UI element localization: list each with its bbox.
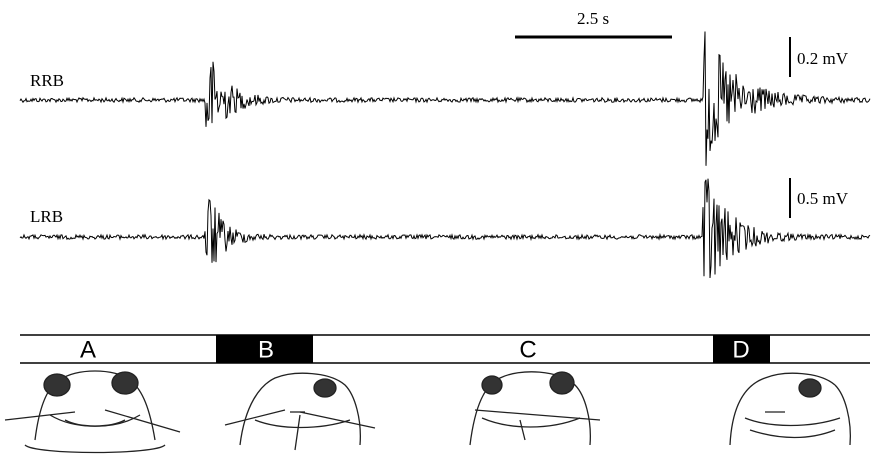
phase-label: D <box>732 336 749 363</box>
trace-label: RRB <box>30 71 64 90</box>
lrb-scale-label: 0.5 mV <box>797 189 849 208</box>
phase-label: C <box>519 336 536 363</box>
frog <box>5 371 180 453</box>
phase-label: B <box>258 336 274 363</box>
nerve-trace <box>20 179 870 278</box>
trace-label: LRB <box>30 207 63 226</box>
traces <box>20 32 870 279</box>
time-scale-label: 2.5 s <box>577 9 609 28</box>
phase-label: A <box>80 336 96 363</box>
figure: 2.5 s 0.2 mV 0.5 mV RRB LRB A B C D <box>0 0 880 460</box>
frog <box>730 373 850 445</box>
nerve-trace <box>20 32 870 166</box>
frog <box>470 372 600 445</box>
frog <box>225 373 375 450</box>
rrb-scale-label: 0.2 mV <box>797 49 849 68</box>
frog-drawings <box>5 371 850 453</box>
